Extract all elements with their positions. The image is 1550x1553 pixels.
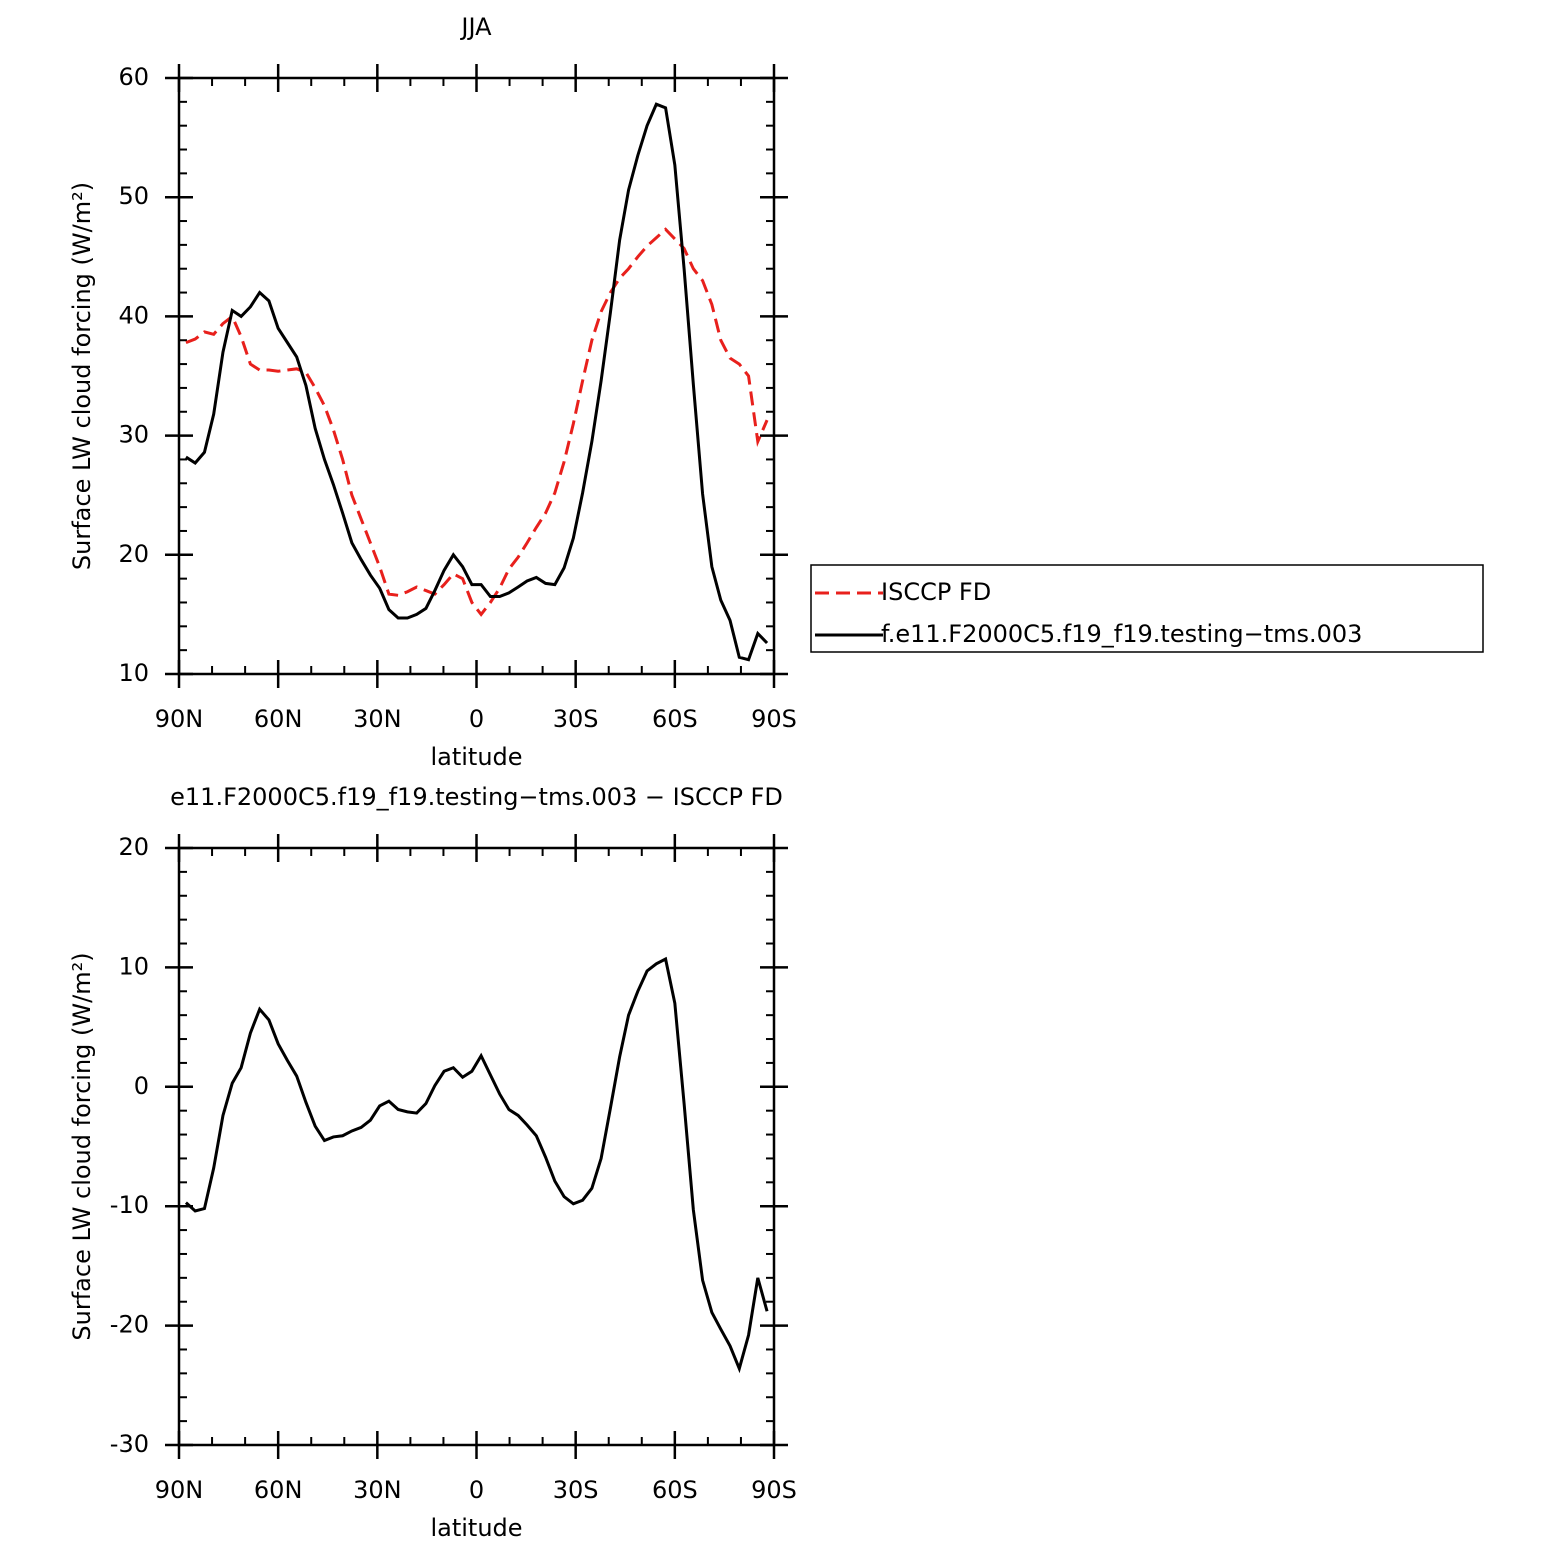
y-tick-label: -10	[110, 1191, 149, 1219]
x-tick-label: 30N	[353, 1476, 402, 1504]
y-tick-label: -30	[110, 1430, 149, 1458]
legend-label: f.e11.F2000C5.f19_f19.testing−tms.003	[881, 620, 1362, 648]
data-line	[185, 227, 769, 617]
x-tick-label: 60N	[254, 1476, 303, 1504]
x-tick-label: 90S	[751, 1476, 797, 1504]
data-line	[185, 102, 769, 662]
y-tick-label: -20	[110, 1311, 149, 1339]
x-axis-label: latitude	[430, 1514, 522, 1542]
y-tick-label: 10	[118, 659, 149, 687]
x-tick-label: 0	[469, 1476, 484, 1504]
y-axis-label: Surface LW cloud forcing (W/m²)	[68, 182, 96, 570]
y-tick-label: 40	[118, 301, 149, 329]
x-tick-label: 60S	[652, 1476, 698, 1504]
legend-label: ISCCP FD	[881, 578, 991, 606]
x-axis-label: latitude	[430, 743, 522, 771]
data-line	[184, 956, 769, 1374]
x-tick-label: 90N	[155, 1476, 204, 1504]
chart-title: e11.F2000C5.f19_f19.testing−tms.003 − IS…	[170, 783, 783, 811]
y-tick-label: 0	[134, 1072, 149, 1100]
y-tick-label: 30	[118, 421, 149, 449]
y-tick-label: 50	[118, 182, 149, 210]
x-tick-label: 60N	[254, 705, 303, 733]
y-tick-label: 10	[118, 952, 149, 980]
chart-title: JJA	[459, 13, 492, 41]
y-tick-label: 20	[118, 540, 149, 568]
plot-frame	[177, 846, 776, 1447]
x-tick-label: 90N	[155, 705, 204, 733]
x-tick-label: 30S	[553, 1476, 599, 1504]
x-tick-label: 30S	[553, 705, 599, 733]
x-tick-label: 0	[469, 705, 484, 733]
y-axis-label: Surface LW cloud forcing (W/m²)	[68, 952, 96, 1340]
x-tick-label: 90S	[751, 705, 797, 733]
y-tick-label: 20	[118, 833, 149, 861]
x-tick-label: 30N	[353, 705, 402, 733]
y-tick-label: 60	[118, 63, 149, 91]
legend-box	[810, 564, 1484, 653]
x-tick-label: 60S	[652, 705, 698, 733]
